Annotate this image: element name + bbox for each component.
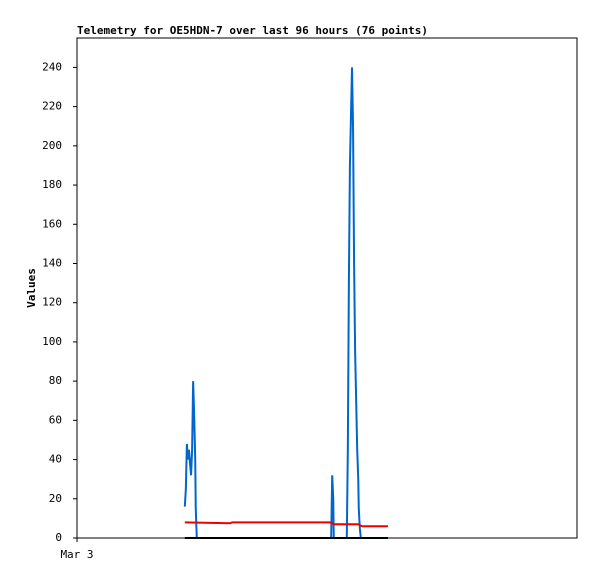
series-line: [184, 521, 388, 528]
x-tick-label: Mar 3: [60, 548, 93, 561]
chart-title: Telemetry for OE5HDN-7 over last 96 hour…: [77, 24, 428, 37]
y-tick-label: 120: [42, 296, 62, 309]
y-axis-label: Values: [25, 268, 38, 308]
y-tick-label: 20: [49, 492, 62, 505]
y-tick-label: 0: [55, 531, 62, 544]
y-tick-label: 160: [42, 217, 62, 230]
y-tick-label: 220: [42, 100, 62, 113]
y-tick-label: 180: [42, 178, 62, 191]
y-tick-label: 40: [49, 453, 62, 466]
y-tick-label: 140: [42, 256, 62, 269]
y-tick-label: 100: [42, 335, 62, 348]
y-tick-label: 200: [42, 139, 62, 152]
plot-frame: [76, 37, 578, 539]
y-tick-label: 240: [42, 60, 62, 73]
y-tick-label: 60: [49, 413, 62, 426]
y-tick-label: 80: [49, 374, 62, 387]
